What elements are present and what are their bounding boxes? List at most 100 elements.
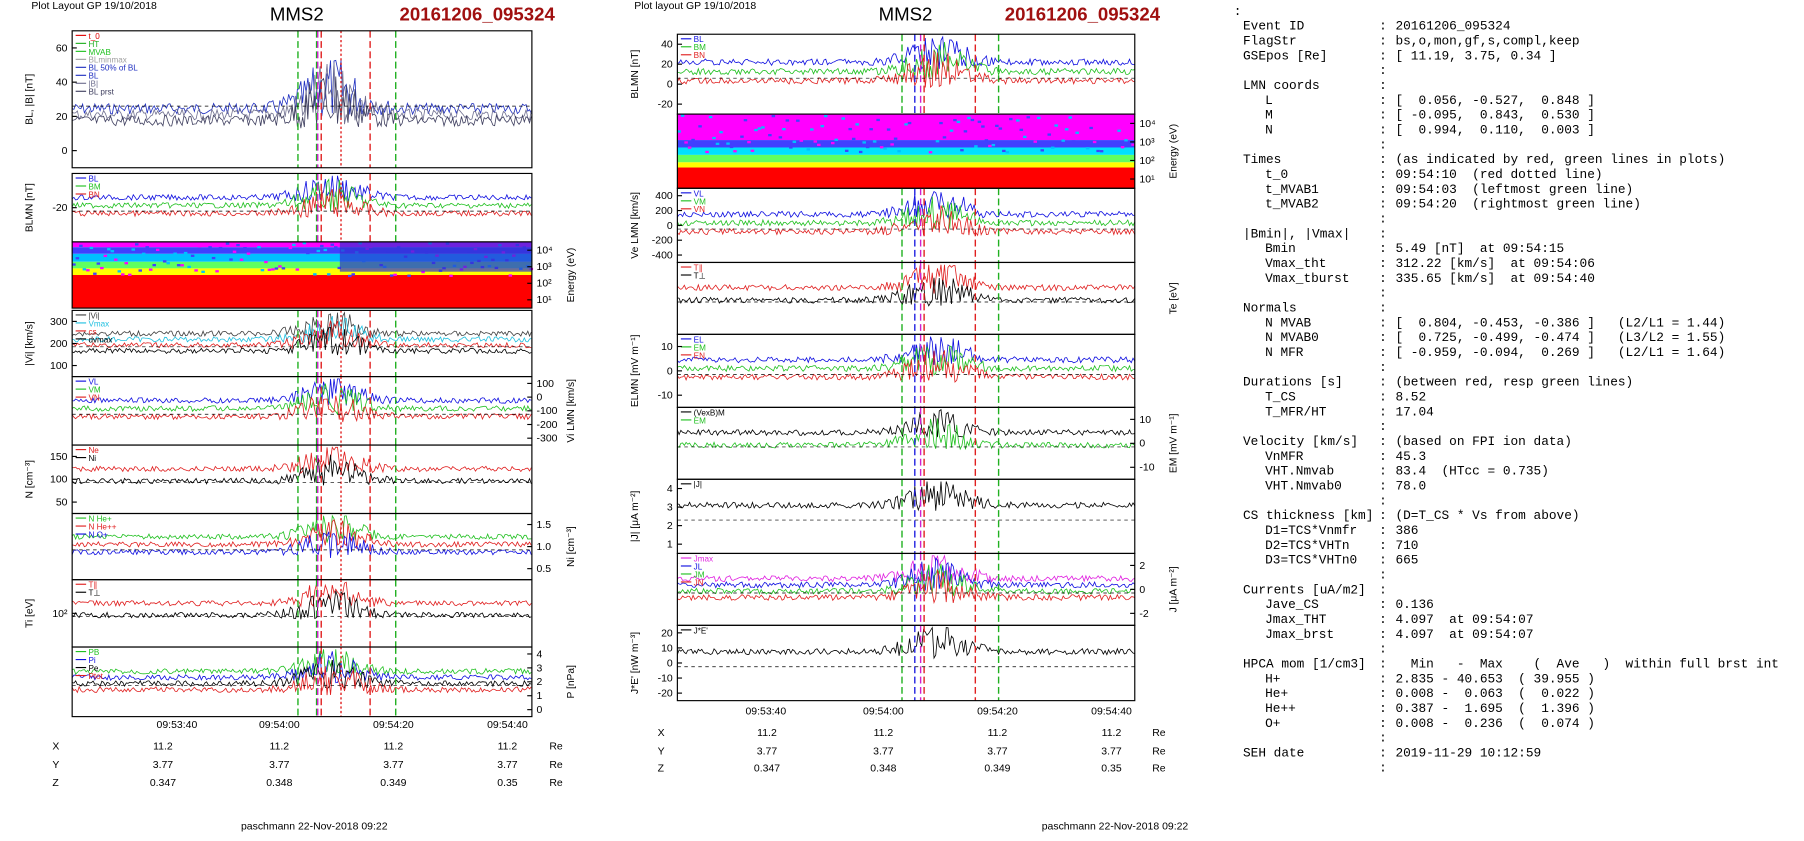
legend-label: JN xyxy=(694,578,704,587)
axis-label: ELMN [mV m⁻¹] xyxy=(630,334,641,407)
position-cell: Re xyxy=(1152,728,1166,739)
spectrogram-pixel xyxy=(183,251,188,255)
position-cell: 0.348 xyxy=(266,778,292,789)
info-label: N xyxy=(1265,123,1273,138)
spectrogram-pixel xyxy=(204,249,209,252)
footer: paschmann 22-Nov-2018 09:22 xyxy=(241,822,388,833)
spectrogram-pixel xyxy=(942,136,947,139)
position-cell: 3.77 xyxy=(497,760,518,771)
info-colon: : xyxy=(1379,137,1387,152)
spectrogram-pixel xyxy=(1033,140,1038,143)
spectrogram-pixel xyxy=(107,248,111,251)
info-label: SEH date xyxy=(1243,746,1304,761)
info-colon: : xyxy=(1379,345,1387,360)
position-cell: Re xyxy=(549,742,563,753)
spectrogram-pixel xyxy=(306,251,310,255)
spectrogram-pixel xyxy=(921,132,926,135)
trace xyxy=(72,326,532,356)
spectrogram-pixel xyxy=(974,145,978,148)
spectrogram-pixel xyxy=(883,147,887,150)
spectrogram-region xyxy=(339,241,532,272)
spectrogram-pixel xyxy=(865,145,870,149)
spectrogram-pixel xyxy=(1002,149,1006,153)
legend-label: T⊥ xyxy=(694,272,706,281)
spectrogram-pixel xyxy=(747,141,751,144)
spectrogram-pixel xyxy=(1099,150,1104,153)
trace xyxy=(72,518,532,549)
info-colon: : xyxy=(1379,212,1387,227)
info-colon: : xyxy=(1379,686,1387,701)
spectrogram-pixel xyxy=(389,274,394,277)
position-cell: Y xyxy=(658,746,665,757)
legend-label: VN xyxy=(88,394,99,403)
position-cell: 0.347 xyxy=(754,763,780,774)
spectrogram-pixel xyxy=(278,265,282,268)
tick-label: 40 xyxy=(661,40,673,51)
info-label: Vmax_tht xyxy=(1265,256,1326,271)
info-value: 335.65 [km/s] at 09:54:40 xyxy=(1395,271,1594,286)
spectrogram-pixel xyxy=(222,257,226,260)
info-colon: : xyxy=(1379,48,1387,63)
tick-label: 0 xyxy=(667,658,673,669)
spectrogram-pixel xyxy=(187,265,191,269)
spectrogram-pixel xyxy=(719,131,723,134)
spectrogram-pixel xyxy=(169,254,174,258)
info-colon: : xyxy=(1379,716,1387,731)
info-label: Velocity [km/s] xyxy=(1243,434,1358,449)
tick-label: 40 xyxy=(56,78,68,89)
spectrogram-pixel xyxy=(449,274,453,277)
tick-label: -10 xyxy=(1139,463,1154,474)
spectrogram-pixel xyxy=(1040,149,1044,152)
info-colon: : xyxy=(1379,78,1387,93)
info-label: D2=TCS*VHTn xyxy=(1265,538,1349,553)
position-cell: 11.2 xyxy=(153,742,173,753)
info-colon: : xyxy=(1379,182,1387,197)
spectrogram-pixel xyxy=(316,249,321,253)
axis-label: Vi LMN [km/s] xyxy=(566,379,577,443)
position-cell: 0.349 xyxy=(984,763,1010,774)
tick-label: 10⁴ xyxy=(1139,119,1155,130)
info-label: HPCA mom [1/cm3] xyxy=(1243,657,1366,672)
legend-label: JM xyxy=(694,570,705,579)
axis-label: BLMN [nT] xyxy=(25,183,36,232)
spectrogram-pixel xyxy=(981,125,985,128)
tick-label: 60 xyxy=(56,43,68,54)
spectrogram-pixel xyxy=(155,248,160,252)
spectrogram-pixel xyxy=(869,128,873,131)
info-value: 8.52 xyxy=(1395,390,1426,405)
info-label: Jmax_brst xyxy=(1265,627,1334,642)
event-title: 20161206_095324 xyxy=(1005,4,1161,25)
info-label: CS thickness [km] xyxy=(1243,508,1373,523)
info-colon: : xyxy=(1379,197,1387,212)
spectrogram-pixel xyxy=(907,121,912,125)
info-colon: : xyxy=(1379,241,1387,256)
info-label: VHT.Nmvab xyxy=(1265,464,1334,479)
info-value: 20161206_095324 xyxy=(1395,19,1510,34)
tick-label: 10³ xyxy=(537,262,553,273)
spectrogram-pixel xyxy=(1085,147,1090,150)
legend-label: JL xyxy=(694,562,703,571)
trace xyxy=(72,320,532,350)
legend-label: Vmax xyxy=(88,319,109,328)
spectrogram-pixel xyxy=(928,151,933,154)
spectrogram-pixel xyxy=(799,139,804,142)
trace xyxy=(71,383,532,416)
info-value: [ 0.725, -0.499, -0.474 ] (L3/L2 = 1.55) xyxy=(1395,330,1725,345)
position-cell: 3.77 xyxy=(873,746,894,757)
axis-label: Energy (eV) xyxy=(566,248,577,303)
tick-label: 50 xyxy=(56,498,68,509)
legend-label: BL xyxy=(88,72,98,81)
spectrogram-pixel xyxy=(813,140,818,143)
info-value: 0.136 xyxy=(1395,597,1433,612)
spectrogram-pixel xyxy=(86,269,90,272)
spectrogram-band xyxy=(72,247,532,254)
spectrogram-pixel xyxy=(708,115,713,119)
spectrogram-pixel xyxy=(323,248,328,252)
info-value: 4.097 at 09:54:07 xyxy=(1395,627,1533,642)
trace xyxy=(677,191,1135,220)
axis-label: Ti [eV] xyxy=(25,599,36,628)
tick-label: -200 xyxy=(537,420,558,431)
trace xyxy=(677,205,1136,237)
spectrogram-pixel xyxy=(82,268,87,271)
legend-label: EL xyxy=(694,335,704,344)
